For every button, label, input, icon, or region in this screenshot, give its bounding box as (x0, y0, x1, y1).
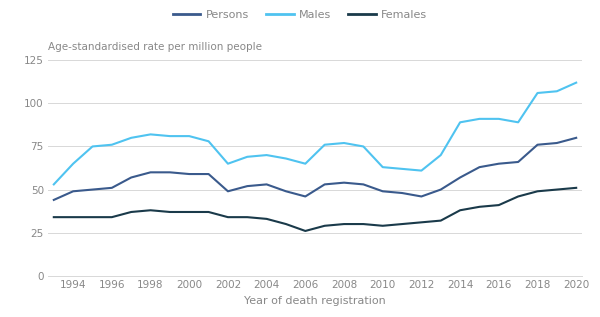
Legend: Persons, Males, Females: Persons, Males, Females (168, 6, 432, 24)
X-axis label: Year of death registration: Year of death registration (244, 295, 386, 306)
Text: Age-standardised rate per million people: Age-standardised rate per million people (48, 42, 262, 52)
